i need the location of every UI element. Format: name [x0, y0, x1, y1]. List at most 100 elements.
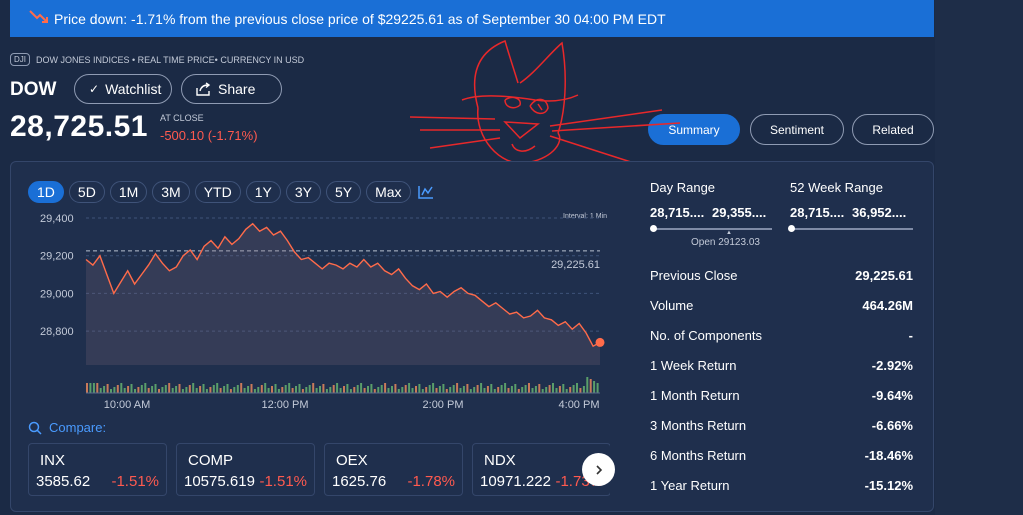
- volume-bar: [466, 384, 469, 393]
- range-1m[interactable]: 1M: [109, 181, 148, 203]
- volume-bar: [346, 384, 349, 393]
- volume-bar: [473, 387, 476, 393]
- tab-related[interactable]: Related: [852, 114, 934, 145]
- range-5d[interactable]: 5D: [68, 181, 105, 203]
- volume-bar: [250, 384, 253, 393]
- volume-bar: [233, 387, 236, 393]
- range-max[interactable]: Max: [366, 181, 411, 203]
- range-label: 1M: [118, 184, 139, 200]
- volume-bar: [377, 387, 380, 393]
- watchlist-label: Watchlist: [105, 81, 162, 97]
- volume-bar: [449, 387, 452, 393]
- tab-summary[interactable]: Summary: [648, 114, 740, 145]
- tab-summary-label: Summary: [668, 122, 720, 137]
- volume-bar: [188, 385, 191, 393]
- volume-bar: [462, 386, 465, 393]
- range-ytd[interactable]: YTD: [194, 181, 241, 203]
- volume-bar: [181, 389, 184, 393]
- volume-bar: [195, 388, 198, 393]
- volume-bar: [531, 388, 534, 393]
- tab-sentiment[interactable]: Sentiment: [750, 114, 844, 145]
- volume-bar: [524, 385, 527, 393]
- volume-bar: [322, 384, 325, 393]
- week52-high: 36,952....: [852, 205, 907, 220]
- card-change: -1.51%: [111, 473, 159, 490]
- day-high: 29,355....: [712, 205, 767, 220]
- volume-bar: [397, 389, 400, 393]
- volume-bar: [373, 389, 376, 393]
- range-5y[interactable]: 5Y: [325, 181, 362, 203]
- volume-bar: [312, 383, 315, 393]
- watchlist-button[interactable]: ✓ Watchlist: [74, 74, 172, 104]
- card-change: -1.51%: [259, 473, 307, 490]
- compare-label: Compare:: [49, 420, 107, 435]
- share-button[interactable]: Share: [181, 74, 282, 104]
- stat-label: 1 Week Return: [650, 358, 737, 373]
- volume-bar: [360, 383, 363, 393]
- volume-bar: [401, 387, 404, 393]
- volume-bar: [582, 386, 585, 393]
- volume-bar: [332, 385, 335, 393]
- volume-bar: [308, 385, 311, 393]
- volume-bar: [86, 383, 88, 393]
- compare-card-comp[interactable]: COMP 10575.619 -1.51%: [176, 443, 315, 496]
- card-value: 3585.62: [36, 473, 91, 490]
- volume-bar: [243, 388, 246, 393]
- volume-bar: [404, 385, 407, 393]
- chart-type-icon[interactable]: [416, 181, 436, 203]
- volume-bar: [456, 383, 459, 393]
- volume-bar: [579, 388, 582, 393]
- card-value: 10971.222: [480, 473, 551, 490]
- volume-bar: [421, 389, 424, 393]
- range-1d[interactable]: 1D: [28, 181, 64, 203]
- day-range-bar: [652, 228, 772, 230]
- stat-label: Volume: [650, 298, 694, 313]
- day-range-label: Day Range: [650, 180, 716, 195]
- compare-link[interactable]: Compare:: [28, 420, 106, 435]
- range-label: Max: [375, 184, 402, 200]
- volume-bar: [528, 383, 530, 393]
- price-chart[interactable]: Interval: 1 Min 29,225.61 29,400 29,200 29…: [28, 205, 613, 415]
- volume-bar: [572, 385, 575, 393]
- stat-row: Previous Close 29,225.61: [650, 268, 913, 283]
- stat-value: -15.12%: [864, 478, 913, 493]
- index-subtitle: DOW JONES INDICES • REAL TIME PRICE• CUR…: [36, 54, 305, 65]
- volume-bar: [408, 383, 411, 393]
- stat-label: 1 Year Return: [650, 478, 730, 493]
- compare-card-inx[interactable]: INX 3585.62 -1.51%: [28, 443, 167, 496]
- y-tick-label: 28,800: [40, 326, 74, 338]
- index-tag: DJI: [10, 53, 30, 66]
- volume-bar: [103, 386, 106, 393]
- card-symbol: OEX: [336, 452, 368, 469]
- volume-bar: [134, 389, 136, 393]
- interval-label: Interval: 1 Min: [563, 213, 607, 220]
- volume-bar: [260, 385, 263, 393]
- volume-bar: [391, 386, 393, 393]
- stat-row: 1 Week Return -2.92%: [650, 358, 913, 373]
- volume-bar: [325, 389, 328, 393]
- volume-bar: [140, 385, 143, 393]
- next-cards-button[interactable]: [582, 453, 615, 486]
- volume-bar: [558, 386, 561, 393]
- volume-bar: [247, 386, 250, 393]
- compare-card-oex[interactable]: OEX 1625.76 -1.78%: [324, 443, 463, 496]
- week52-low: 28,715....: [790, 205, 845, 220]
- volume-bar: [89, 383, 92, 393]
- stat-row: 6 Months Return -18.46%: [650, 448, 913, 463]
- volume-bar: [96, 383, 99, 393]
- range-1y[interactable]: 1Y: [245, 181, 281, 203]
- range-3y[interactable]: 3Y: [285, 181, 321, 203]
- volume-bar: [538, 384, 541, 393]
- volume-bar: [212, 385, 215, 393]
- volume-bar: [106, 384, 109, 393]
- volume-bar: [438, 386, 441, 393]
- stat-value: -: [908, 328, 913, 343]
- volume-bar: [555, 388, 558, 393]
- search-icon: [28, 421, 42, 435]
- y-tick-label: 29,200: [40, 251, 74, 263]
- share-icon: [196, 82, 211, 96]
- volume-bar: [445, 389, 448, 393]
- range-3m[interactable]: 3M: [152, 181, 190, 203]
- volume-bar: [288, 383, 291, 393]
- volume-bar: [164, 385, 167, 393]
